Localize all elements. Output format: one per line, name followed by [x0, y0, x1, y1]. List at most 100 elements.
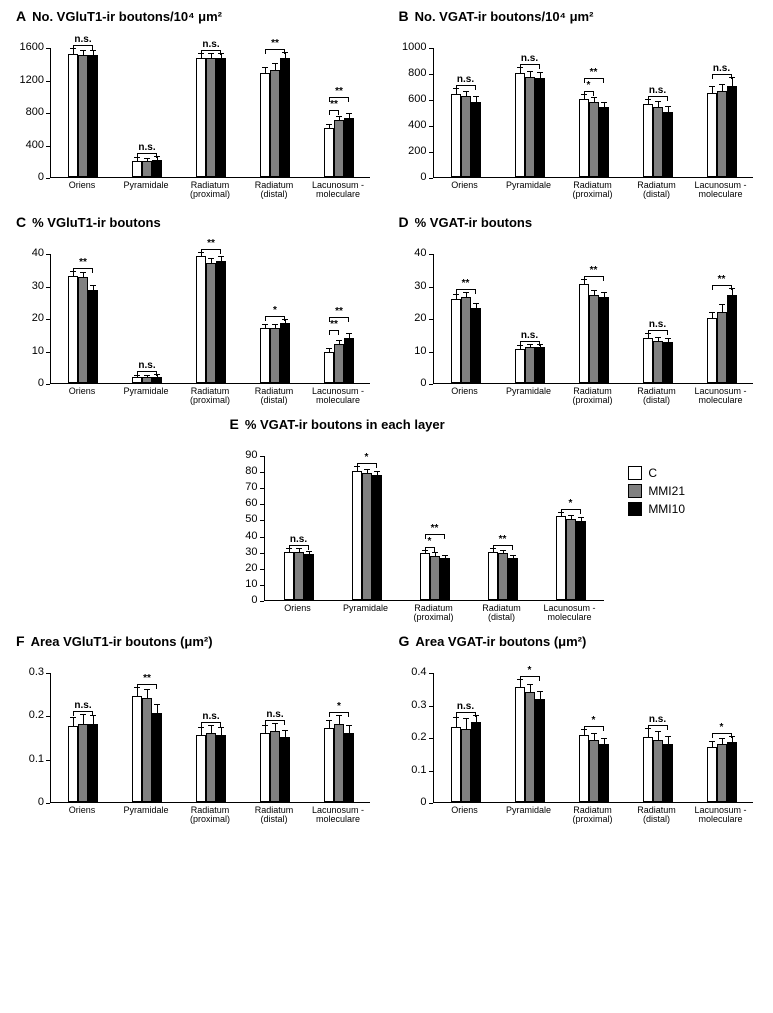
bar: [216, 58, 226, 177]
plot-area: n.s. ** n.s. n.s. *: [50, 673, 370, 803]
x-category-label: Lacunosum -moleculare: [689, 181, 753, 200]
y-tick-label: 800: [8, 106, 44, 118]
significance-label: n.s.: [132, 360, 162, 371]
significance-label: n.s.: [196, 711, 226, 722]
bar: [206, 733, 216, 802]
y-tick-label: 30: [391, 280, 427, 292]
x-category-label: Radiatum(proximal): [400, 604, 468, 623]
bar: [132, 377, 142, 383]
figure-grid-2: FArea VGluT1-ir boutons (μm²)n.s.**n.s.n…: [8, 633, 765, 835]
x-category-label: Radiatum(distal): [625, 181, 689, 200]
x-category-label: Oriens: [433, 806, 497, 815]
x-category-label: Pyramidale: [497, 181, 561, 190]
bar: [717, 312, 727, 384]
bar: [216, 735, 226, 802]
x-category-label: Radiatum(proximal): [561, 806, 625, 825]
bar: [525, 347, 535, 383]
bar: [566, 519, 576, 600]
bar: [535, 699, 545, 802]
bar: [142, 377, 152, 383]
y-tick-label: 40: [8, 247, 44, 259]
significance-label: **: [260, 38, 290, 49]
y-tick-label: 0: [391, 377, 427, 389]
panel-title: C% VGluT1-ir boutons: [16, 214, 378, 230]
bar: [324, 352, 334, 383]
significance-label: n.s.: [260, 709, 290, 720]
y-tick-label: 50: [222, 513, 258, 525]
panel-F: FArea VGluT1-ir boutons (μm²)n.s.**n.s.n…: [8, 633, 378, 835]
bar: [535, 347, 545, 383]
bar: [142, 698, 152, 802]
x-category-label: Lacunosum -moleculare: [689, 387, 753, 406]
bar: [471, 308, 481, 383]
significance-label: n.s.: [284, 534, 314, 545]
y-tick-label: 0: [391, 171, 427, 183]
bar: [535, 78, 545, 177]
bar: [589, 295, 599, 383]
bar: [324, 728, 334, 802]
significance-label: n.s.: [68, 700, 98, 711]
significance-label: *: [515, 665, 545, 676]
y-tick-label: 30: [8, 280, 44, 292]
significance-label: **: [196, 238, 226, 249]
y-tick-label: 90: [222, 449, 258, 461]
bar: [525, 692, 535, 803]
bar: [196, 735, 206, 802]
y-tick-label: 80: [222, 465, 258, 477]
y-tick-label: 0.3: [391, 699, 427, 711]
significance-label: **: [324, 99, 344, 110]
bar: [152, 377, 162, 384]
bar: [78, 55, 88, 177]
bar: [576, 521, 586, 600]
y-tick-label: 600: [391, 93, 427, 105]
bar: [152, 160, 162, 177]
x-category-label: Pyramidale: [114, 387, 178, 396]
y-tick-label: 1000: [391, 41, 427, 53]
legend-swatch: [628, 484, 642, 498]
y-tick-label: 1600: [8, 41, 44, 53]
significance-label: **: [488, 534, 518, 545]
bar: [334, 724, 344, 802]
x-category-label: Oriens: [264, 604, 332, 613]
plot-area: n.s.*******: [264, 456, 604, 601]
significance-label: **: [324, 306, 354, 317]
significance-label: n.s.: [643, 714, 673, 725]
bar: [599, 297, 609, 383]
panel-G: GArea VGAT-ir boutons (μm²)n.s.**n.s.*00…: [391, 633, 761, 835]
panel-title: GArea VGAT-ir boutons (μm²): [399, 633, 761, 649]
bar: [498, 553, 508, 600]
bar: [717, 744, 727, 803]
bar: [152, 713, 162, 802]
bar: [556, 516, 566, 600]
bar: [461, 96, 471, 177]
bar: [451, 299, 461, 384]
legend-item: MMI21: [628, 484, 685, 498]
panel-title: BNo. VGAT-ir boutons/10⁴ μm²: [399, 8, 761, 24]
significance-label: *: [556, 498, 586, 509]
bar: [280, 323, 290, 383]
x-category-label: Lacunosum -moleculare: [536, 604, 604, 623]
significance-label: n.s.: [68, 34, 98, 45]
panel-title: E% VGAT-ir boutons in each layer: [230, 416, 612, 432]
bar: [420, 553, 430, 600]
bar: [344, 338, 354, 384]
bar: [599, 107, 609, 177]
bar: [440, 558, 450, 600]
significance-label: *: [324, 701, 354, 712]
significance-label: **: [132, 673, 162, 684]
bar: [643, 338, 653, 384]
bar: [461, 297, 471, 383]
y-tick-label: 20: [391, 312, 427, 324]
significance-label: **: [68, 257, 98, 268]
bar: [488, 552, 498, 600]
x-category-label: Oriens: [433, 181, 497, 190]
significance-label: n.s.: [132, 142, 162, 153]
bar: [717, 91, 727, 177]
bar: [589, 102, 599, 177]
bar: [707, 318, 717, 383]
x-category-label: Radiatum(distal): [242, 806, 306, 825]
bar: [334, 120, 344, 177]
x-category-label: Lacunosum -moleculare: [306, 181, 370, 200]
bar: [515, 73, 525, 177]
legend-swatch: [628, 466, 642, 480]
